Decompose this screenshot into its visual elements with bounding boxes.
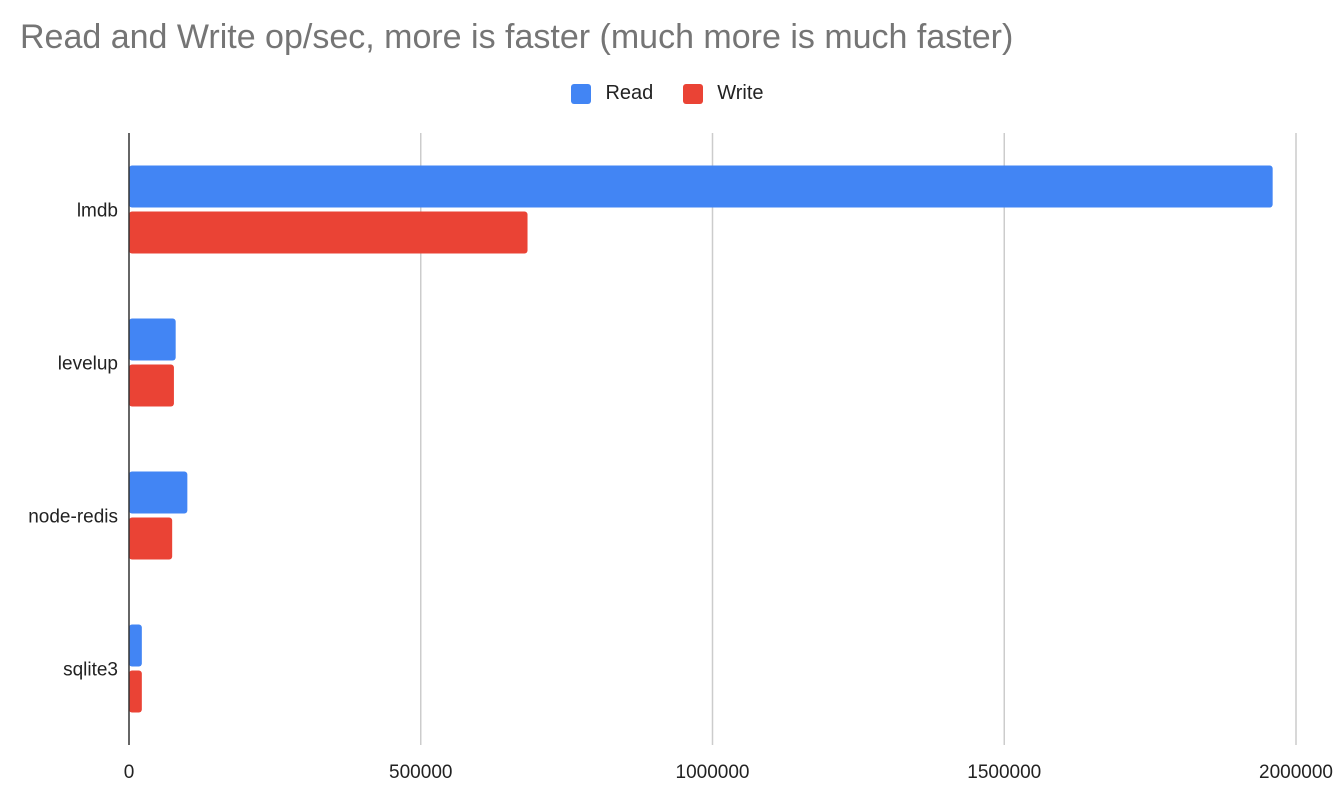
- legend: Read Write: [0, 82, 1335, 105]
- legend-item-write[interactable]: Write: [683, 82, 764, 105]
- bar-levelup-write: [129, 364, 174, 407]
- bar-sqlite3-write: [129, 670, 142, 713]
- bar-lmdb-write: [129, 211, 528, 254]
- y-tick-label-node-redis: node-redis: [28, 507, 118, 528]
- y-tick-label-lmdb: lmdb: [77, 201, 118, 222]
- x-tick-label-1500000: 1500000: [967, 762, 1041, 783]
- bar-lmdb-read: [129, 165, 1273, 208]
- x-tick-label-0: 0: [124, 762, 135, 783]
- legend-label-write: Write: [717, 82, 764, 104]
- y-tick-label-sqlite3: sqlite3: [63, 660, 118, 681]
- bar-node-redis-write: [129, 517, 173, 560]
- bar-sqlite3-read: [129, 624, 142, 667]
- chart-title: Read and Write op/sec, more is faster (m…: [20, 18, 1014, 56]
- bar-levelup-read: [129, 318, 176, 361]
- x-tick-label-2000000: 2000000: [1259, 762, 1333, 783]
- legend-label-read: Read: [605, 82, 654, 104]
- x-tick-label-1000000: 1000000: [676, 762, 750, 783]
- legend-swatch-read: [571, 83, 592, 104]
- legend-swatch-write: [683, 83, 704, 104]
- y-tick-label-levelup: levelup: [58, 354, 118, 375]
- legend-item-read[interactable]: Read: [571, 82, 653, 105]
- x-tick-label-500000: 500000: [389, 762, 452, 783]
- bar-node-redis-read: [129, 471, 188, 514]
